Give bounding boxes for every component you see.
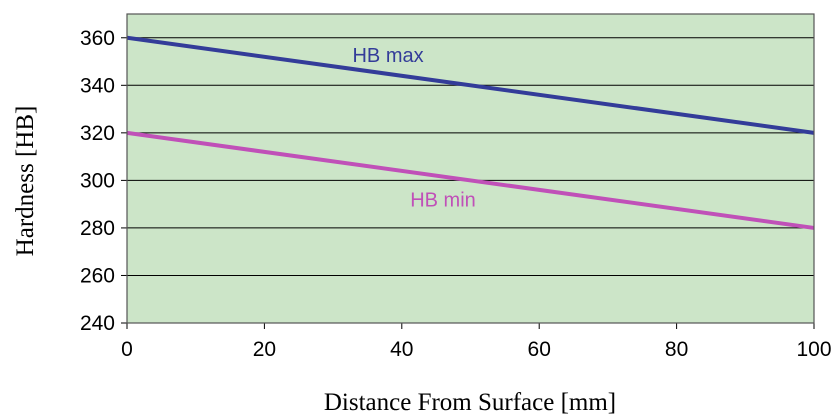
series-layer: HB max HB min bbox=[126, 35, 815, 230]
x-tick-label-0: 0 bbox=[121, 338, 133, 361]
x-tick-label-100: 100 bbox=[796, 338, 831, 361]
plot-area bbox=[127, 14, 814, 323]
y-tick-label-260: 260 bbox=[80, 264, 115, 287]
series-label-hb-min: HB min bbox=[410, 190, 476, 212]
x-tick-label-20: 20 bbox=[253, 338, 276, 361]
y-tick-label-360: 360 bbox=[80, 27, 115, 50]
x-axis-ticks: 0 20 40 60 80 100 bbox=[121, 323, 832, 361]
y-tick-label-340: 340 bbox=[80, 74, 115, 97]
y-tick-label-320: 320 bbox=[80, 122, 115, 145]
y-tick-label-240: 240 bbox=[80, 312, 115, 335]
series-line-hb-min bbox=[126, 130, 815, 230]
series-line-hb-max bbox=[126, 35, 815, 135]
y-tick-label-280: 280 bbox=[80, 217, 115, 240]
x-tick-label-80: 80 bbox=[665, 338, 688, 361]
y-axis-ticks: 240 260 280 300 320 340 360 bbox=[80, 27, 127, 335]
plot-border bbox=[126, 13, 815, 324]
y-axis-title: Hardness [HB] bbox=[12, 106, 39, 257]
x-tick-label-60: 60 bbox=[528, 338, 551, 361]
y-tick-label-300: 300 bbox=[80, 169, 115, 192]
series-label-hb-max: HB max bbox=[352, 45, 423, 67]
x-axis-title: Distance From Surface [mm] bbox=[324, 389, 616, 416]
x-tick-label-40: 40 bbox=[390, 338, 413, 361]
